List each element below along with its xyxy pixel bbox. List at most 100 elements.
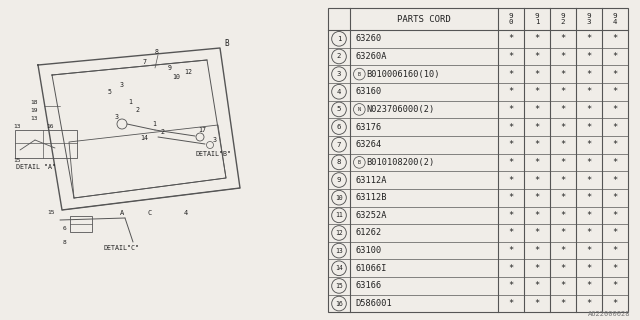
Text: *: *: [534, 246, 540, 255]
Text: *: *: [586, 70, 591, 79]
Text: *: *: [612, 87, 618, 96]
Text: *: *: [508, 158, 514, 167]
Text: B010108200(2): B010108200(2): [367, 158, 435, 167]
Text: 3: 3: [213, 137, 217, 143]
Text: *: *: [534, 211, 540, 220]
Text: *: *: [561, 52, 566, 61]
Text: *: *: [508, 70, 514, 79]
Text: 12: 12: [335, 230, 343, 236]
Text: 6: 6: [337, 124, 341, 130]
Text: *: *: [612, 211, 618, 220]
Text: 63100: 63100: [355, 246, 381, 255]
Text: *: *: [586, 176, 591, 185]
Bar: [70, 216, 92, 232]
Text: *: *: [508, 52, 514, 61]
Text: 9
1: 9 1: [535, 13, 540, 25]
Text: *: *: [561, 123, 566, 132]
Text: 13: 13: [13, 124, 20, 130]
Text: DETAIL"C": DETAIL"C": [103, 245, 139, 251]
Text: 3: 3: [337, 71, 341, 77]
Text: 15: 15: [13, 158, 20, 164]
Bar: [15, 130, 77, 158]
Text: 10: 10: [172, 74, 180, 80]
Text: *: *: [612, 176, 618, 185]
Text: A: A: [120, 210, 124, 216]
Text: *: *: [586, 123, 591, 132]
Text: *: *: [561, 34, 566, 43]
Text: 14: 14: [335, 265, 343, 271]
Text: *: *: [534, 70, 540, 79]
Text: PARTS CORD: PARTS CORD: [397, 14, 451, 23]
Text: *: *: [508, 281, 514, 291]
Text: *: *: [561, 176, 566, 185]
Text: 10: 10: [335, 195, 343, 201]
Text: *: *: [534, 158, 540, 167]
Text: 3: 3: [115, 114, 119, 120]
Text: *: *: [612, 70, 618, 79]
Text: 9: 9: [337, 177, 341, 183]
Text: *: *: [561, 281, 566, 291]
Text: *: *: [561, 140, 566, 149]
Text: *: *: [561, 193, 566, 202]
Text: N: N: [358, 107, 361, 112]
Text: 63260: 63260: [355, 34, 381, 43]
Text: *: *: [508, 246, 514, 255]
Text: 16: 16: [46, 124, 54, 130]
Text: *: *: [561, 158, 566, 167]
Text: *: *: [508, 264, 514, 273]
Text: *: *: [612, 158, 618, 167]
Text: *: *: [508, 87, 514, 96]
Text: *: *: [534, 34, 540, 43]
Text: 63112A: 63112A: [355, 176, 387, 185]
Text: 4: 4: [337, 89, 341, 95]
Text: 4: 4: [184, 210, 188, 216]
Text: *: *: [612, 52, 618, 61]
Text: *: *: [586, 158, 591, 167]
Text: *: *: [612, 246, 618, 255]
Text: 63160: 63160: [355, 87, 381, 96]
Text: *: *: [586, 281, 591, 291]
Text: *: *: [534, 123, 540, 132]
Text: 61066I: 61066I: [355, 264, 387, 273]
Text: *: *: [586, 246, 591, 255]
Text: 9
3: 9 3: [587, 13, 591, 25]
Text: *: *: [612, 299, 618, 308]
Text: 2: 2: [337, 53, 341, 60]
Text: N023706000(2): N023706000(2): [367, 105, 435, 114]
Text: *: *: [534, 87, 540, 96]
Text: *: *: [534, 105, 540, 114]
Text: *: *: [586, 228, 591, 237]
Text: *: *: [586, 211, 591, 220]
Text: 63260A: 63260A: [355, 52, 387, 61]
Text: *: *: [586, 299, 591, 308]
Text: *: *: [612, 193, 618, 202]
Text: *: *: [534, 264, 540, 273]
Text: 5: 5: [108, 89, 112, 95]
Text: 18: 18: [30, 100, 38, 105]
Text: 7: 7: [143, 59, 147, 65]
Text: 15: 15: [335, 283, 343, 289]
Text: *: *: [561, 211, 566, 220]
Text: 1: 1: [152, 121, 156, 127]
Text: *: *: [561, 70, 566, 79]
Text: *: *: [586, 105, 591, 114]
Text: C: C: [148, 210, 152, 216]
Text: *: *: [534, 299, 540, 308]
Text: 61262: 61262: [355, 228, 381, 237]
Text: *: *: [508, 193, 514, 202]
Text: *: *: [508, 176, 514, 185]
Text: *: *: [586, 193, 591, 202]
Text: 63176: 63176: [355, 123, 381, 132]
Text: 63166: 63166: [355, 281, 381, 291]
Text: *: *: [508, 299, 514, 308]
Text: 1: 1: [337, 36, 341, 42]
Text: *: *: [612, 140, 618, 149]
Text: *: *: [586, 34, 591, 43]
Text: *: *: [612, 228, 618, 237]
Text: 19: 19: [30, 108, 38, 113]
Text: B010006160(10): B010006160(10): [367, 70, 440, 79]
Text: *: *: [534, 52, 540, 61]
Text: *: *: [586, 264, 591, 273]
Text: 6: 6: [63, 226, 67, 230]
Text: A622000028: A622000028: [588, 311, 630, 317]
